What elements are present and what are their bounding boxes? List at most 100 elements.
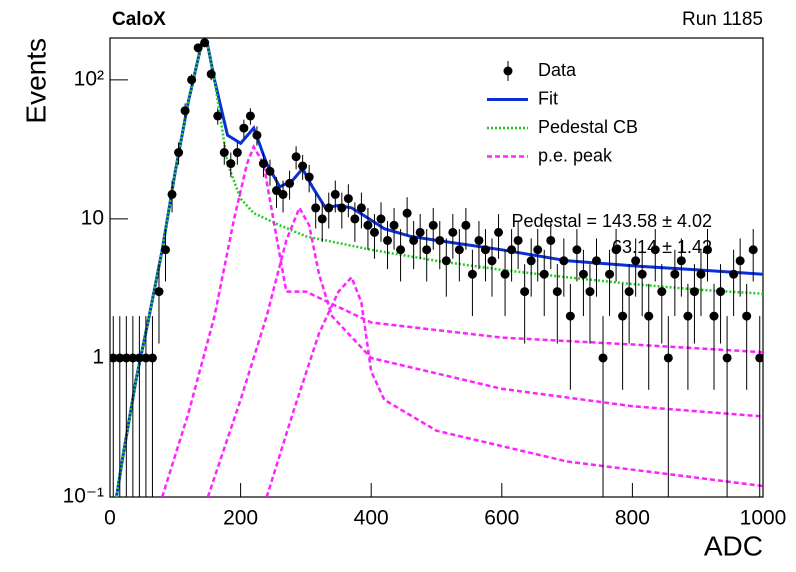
data-point (487, 256, 497, 266)
data-point (278, 189, 288, 199)
data-point (520, 287, 530, 297)
data-point (298, 161, 308, 171)
data-point (402, 208, 412, 218)
data-point (650, 245, 660, 255)
data-point (187, 75, 197, 85)
x-tick-label: 800 (615, 507, 650, 530)
data-point (676, 256, 686, 266)
data-point (428, 220, 438, 230)
annotation: 63.14 ± 1.42 (612, 237, 712, 257)
data-point (526, 256, 536, 266)
data-point (193, 43, 203, 53)
data-point (141, 353, 151, 363)
data-point (585, 287, 595, 297)
data-point (513, 235, 523, 245)
x-tick-label: 600 (484, 507, 519, 530)
data-point (409, 235, 419, 245)
data-point (722, 353, 732, 363)
x-tick-label: 0 (104, 507, 116, 530)
fit-curve (206, 205, 763, 497)
data-point (245, 111, 255, 121)
data-point (383, 235, 393, 245)
data-point (474, 235, 484, 245)
data-point (480, 245, 490, 255)
data-point (363, 220, 373, 230)
data-point (174, 148, 184, 158)
annotation: Pedestal = 143.58 ± 4.02 (511, 211, 712, 231)
data-point (605, 269, 615, 279)
data-point (494, 227, 504, 237)
data-point (167, 189, 177, 199)
data-point (356, 203, 366, 213)
data-point (265, 166, 275, 176)
data-point (396, 245, 406, 255)
data-point (324, 203, 334, 213)
data-point (219, 148, 229, 158)
legend-label: Fit (538, 88, 558, 108)
data-point (110, 353, 118, 363)
data-point (115, 353, 125, 363)
data-point (696, 269, 706, 279)
data-point (252, 130, 262, 140)
data-point (709, 311, 719, 321)
data-point (161, 245, 171, 255)
data-point (213, 111, 223, 121)
data-point (559, 256, 569, 266)
data-point (369, 227, 379, 237)
data-point (337, 203, 347, 213)
legend-label: Pedestal CB (538, 117, 638, 137)
legend-label: p.e. peak (538, 145, 613, 165)
data-point (533, 245, 543, 255)
data-point (618, 311, 628, 321)
x-axis-label: ADC (704, 530, 763, 561)
data-point (663, 353, 673, 363)
data-point (121, 353, 131, 363)
data-point (552, 287, 562, 297)
data-point (598, 353, 608, 363)
data-point (226, 159, 236, 169)
data-point (435, 235, 445, 245)
data-point (565, 311, 575, 321)
data-point (147, 353, 157, 363)
fit-curve (115, 42, 763, 497)
data-point (716, 287, 726, 297)
y-axis-label: Events (20, 38, 51, 124)
data-point (500, 269, 510, 279)
data-point (422, 245, 432, 255)
data-point (317, 214, 327, 224)
data-point (735, 256, 745, 266)
data-point (644, 311, 654, 321)
y-tick-label: 10⁻¹ (63, 485, 104, 508)
data-point (350, 214, 360, 224)
data-point (180, 106, 190, 116)
data-point (389, 220, 399, 230)
data-point (539, 269, 549, 279)
data-point (683, 311, 693, 321)
fit-curve (115, 42, 763, 497)
data-point (239, 123, 249, 133)
data-point (670, 269, 680, 279)
data-point (461, 220, 471, 230)
data-point (291, 152, 301, 162)
data-point (546, 235, 556, 245)
data-point (729, 269, 739, 279)
fit-curve (265, 274, 763, 497)
x-tick-label: 200 (223, 507, 258, 530)
data-point (206, 69, 216, 79)
data-point (415, 227, 425, 237)
data-point (702, 245, 712, 255)
chart-title: CaloX (112, 9, 166, 30)
legend-marker (503, 66, 513, 76)
y-tick-label: 10 (81, 206, 104, 229)
data-point (591, 256, 601, 266)
legend-label: Data (538, 60, 577, 80)
data-point (454, 245, 464, 255)
data-point (311, 203, 321, 213)
data-point (742, 311, 752, 321)
fit-curve (161, 143, 763, 497)
data-point (154, 287, 164, 297)
data-point (441, 256, 451, 266)
data-point (304, 172, 314, 182)
